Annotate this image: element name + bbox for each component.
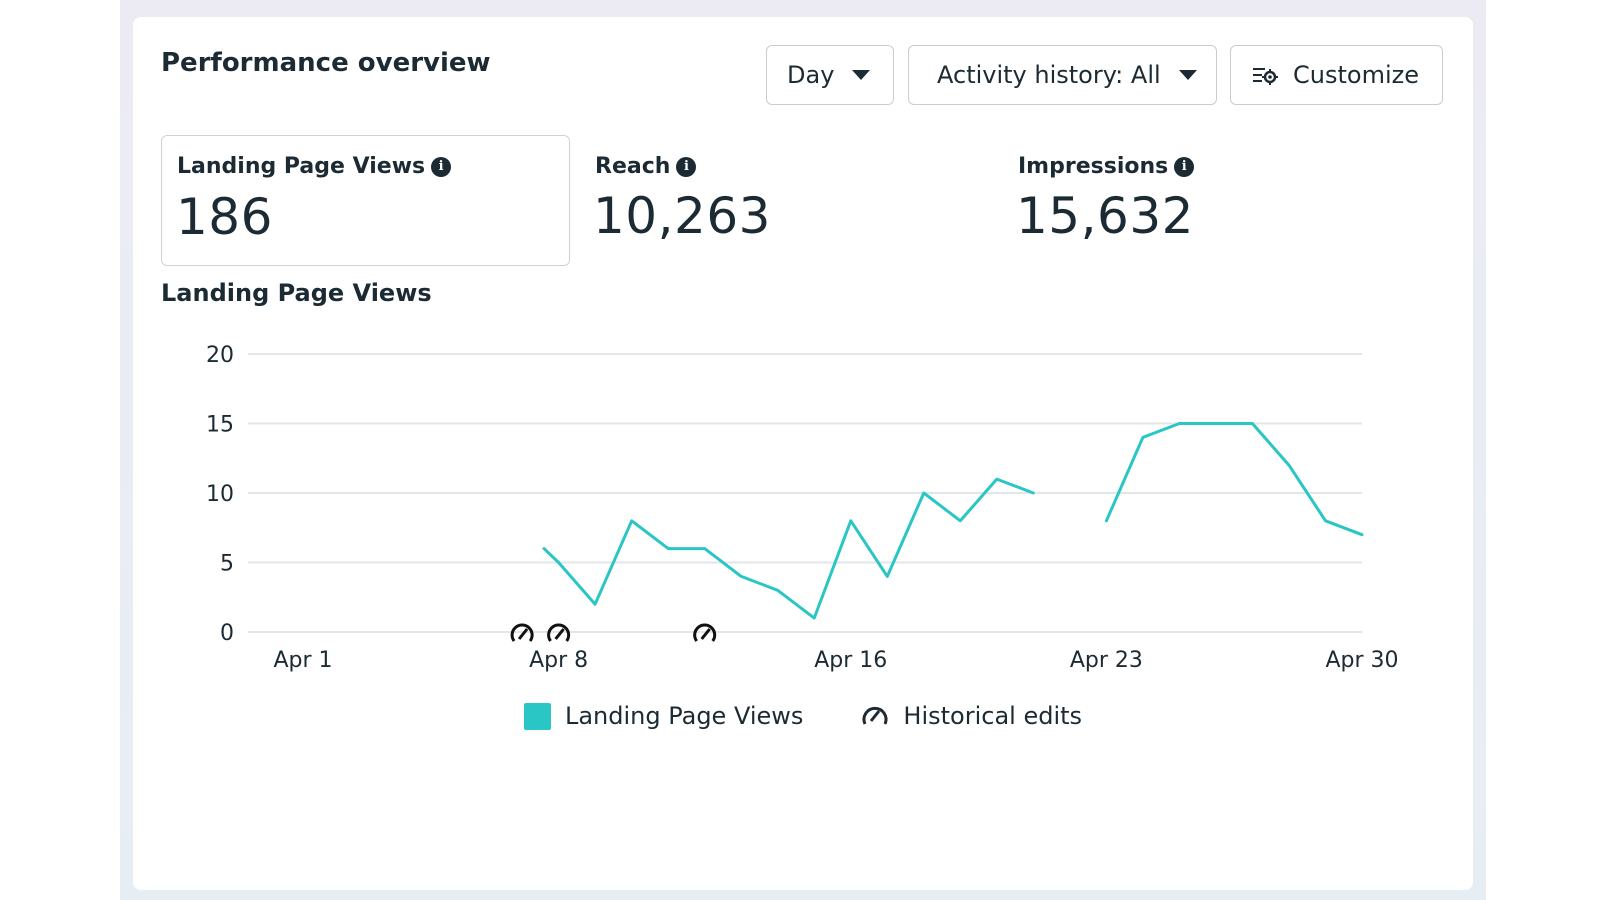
y-tick-label: 10 (206, 482, 234, 507)
chevron-down-icon (852, 70, 871, 80)
legend-item-historical-edits[interactable]: Historical edits (859, 702, 1082, 730)
info-icon[interactable]: i (1174, 156, 1195, 177)
legend-series-label: Landing Page Views (564, 702, 804, 730)
series-line-segment (542, 477, 1035, 620)
legend-item-series[interactable]: Landing Page Views (523, 702, 804, 730)
info-icon[interactable]: i (431, 156, 452, 177)
day-dropdown[interactable]: Day (766, 45, 894, 105)
historical-edit-marker-icon[interactable] (510, 623, 534, 642)
historical-edit-marker-icon[interactable] (693, 623, 717, 642)
legend-edits-label: Historical edits (903, 702, 1083, 730)
historical-edit-icon (862, 706, 888, 725)
metric-label: Impressions (1018, 154, 1169, 179)
y-tick-label: 5 (220, 552, 234, 577)
line-chart: 0 5 10 15 20 Apr 1 Apr 8 Apr 16 Apr 23 Apr 30 (206, 343, 1399, 673)
metric-label-row: Landing Page Views i (177, 154, 452, 179)
metric-value: 10,263 (593, 187, 771, 245)
y-tick-label: 15 (206, 413, 234, 438)
series-line-segment (1104, 422, 1364, 537)
x-tick-label: Apr 8 (529, 648, 588, 673)
metric-card-impressions[interactable]: Impressions i 15,632 (994, 135, 1404, 266)
activity-history-label: Activity history: All (937, 61, 1161, 89)
metric-label: Landing Page Views (177, 154, 426, 179)
performance-overview-card: Performance overview Day Activity histor… (133, 17, 1473, 890)
metric-label-row: Impressions i (1018, 154, 1195, 179)
activity-history-dropdown[interactable]: Activity history: All (908, 45, 1217, 105)
day-dropdown-label: Day (787, 61, 835, 89)
metric-card-landing-page-views[interactable]: Landing Page Views i 186 (161, 135, 570, 266)
x-tick-label: Apr 23 (1070, 648, 1143, 673)
chart-legend: Landing Page Views Historical edits (133, 702, 1473, 730)
customize-settings-icon (1253, 68, 1278, 85)
historical-edit-marker-icon[interactable] (547, 623, 571, 642)
y-tick-label: 20 (206, 343, 234, 368)
x-tick-label: Apr 16 (814, 648, 887, 673)
metric-label-row: Reach i (595, 154, 697, 179)
metric-card-reach[interactable]: Reach i 10,263 (571, 135, 981, 266)
metric-value: 186 (176, 188, 273, 246)
x-tick-label: Apr 30 (1325, 648, 1398, 673)
legend-swatch (523, 702, 551, 730)
chevron-down-icon (1178, 70, 1197, 80)
page-title: Performance overview (161, 48, 491, 78)
customize-button[interactable]: Customize (1230, 45, 1443, 105)
y-tick-label: 0 (220, 621, 234, 646)
chart-title: Landing Page Views (161, 279, 432, 307)
metric-value: 15,632 (1016, 187, 1194, 245)
customize-label: Customize (1293, 61, 1419, 89)
metric-label: Reach (595, 154, 671, 179)
info-icon[interactable]: i (676, 156, 697, 177)
x-tick-label: Apr 1 (273, 648, 332, 673)
